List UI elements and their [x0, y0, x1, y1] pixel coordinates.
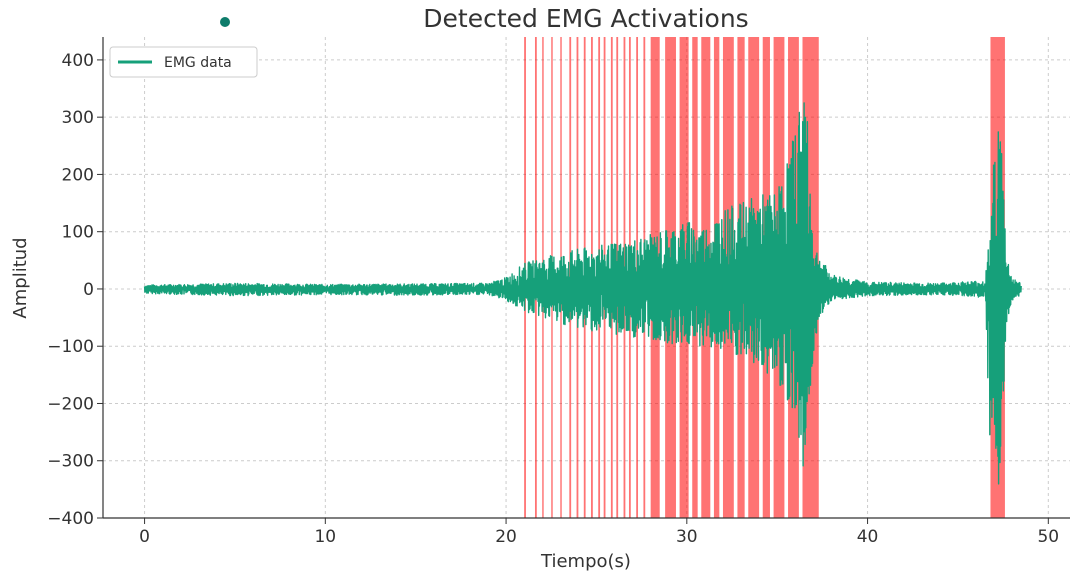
x-tick-label: 10 [314, 527, 336, 547]
y-tick-label: 0 [83, 280, 94, 300]
y-tick-label: 100 [62, 223, 94, 243]
y-tick-label: −200 [47, 394, 94, 414]
x-tick-label: 0 [139, 527, 150, 547]
legend: EMG data [109, 46, 258, 78]
x-tick-label: 40 [857, 527, 879, 547]
series-line-emg-data [143, 102, 1022, 485]
y-tick-label: 400 [62, 51, 94, 71]
x-tick-label: 30 [676, 527, 698, 547]
y-axis-label: Amplitud [10, 237, 31, 318]
x-tick-label: 20 [495, 527, 517, 547]
axes-frame [97, 37, 1070, 524]
chart-title: Detected EMG Activations [423, 4, 748, 33]
legend-box [109, 46, 258, 78]
y-tick-label: −100 [47, 337, 94, 357]
y-tick-label: −300 [47, 452, 94, 472]
legend-label-emg-data: EMG data [164, 55, 232, 71]
series-layer [143, 102, 1022, 485]
y-tick-label: 200 [62, 165, 94, 185]
x-tick-label: 50 [1037, 527, 1059, 547]
x-axis-label: Tiempo(s) [540, 551, 631, 572]
y-tick-label: −400 [47, 509, 94, 529]
y-tick-label: 300 [62, 108, 94, 128]
tick-labels: 0 10 20 30 40 50 −400 −300 −200 −100 0 100 200 300 400 [47, 51, 1059, 547]
decorative-dot [220, 17, 230, 27]
